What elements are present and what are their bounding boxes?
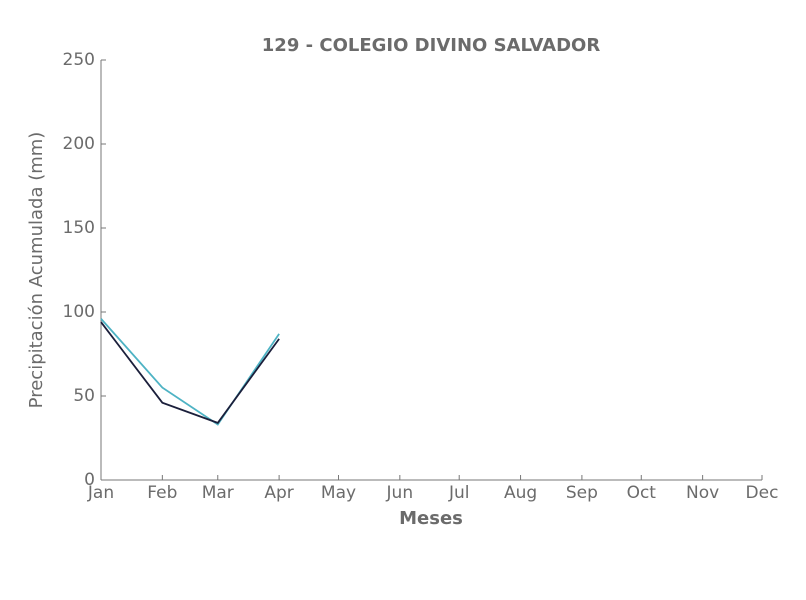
y-tick-label: 200: [63, 134, 95, 154]
x-tick-label: Mar: [202, 483, 234, 503]
x-tick-label: Apr: [264, 483, 293, 503]
x-tick-label: May: [321, 483, 356, 503]
line-series: [100, 318, 280, 426]
x-tick-label: Aug: [504, 483, 537, 503]
y-tick-label: 100: [63, 302, 95, 322]
y-tick-label: 150: [63, 218, 95, 238]
chart-title: 129 - COLEGIO DIVINO SALVADOR: [262, 35, 601, 56]
x-axis-label: Meses: [399, 508, 463, 529]
x-tick-label: Jun: [386, 483, 414, 503]
x-tick-label: Nov: [686, 483, 719, 503]
x-tick-label: Dec: [746, 483, 779, 503]
x-tick-label: Jul: [448, 483, 470, 503]
y-tick-label: 0: [84, 470, 95, 490]
x-tick-label: Jan: [87, 483, 114, 503]
x-tick-label: Feb: [147, 483, 177, 503]
y-tick-label: 250: [63, 50, 95, 70]
x-tick-label: Sep: [566, 483, 598, 503]
y-axis-label: Precipitación Acumulada (mm): [26, 132, 47, 409]
line-series: [100, 321, 280, 424]
y-tick-label: 50: [73, 386, 95, 406]
x-tick-label: Oct: [627, 483, 657, 503]
